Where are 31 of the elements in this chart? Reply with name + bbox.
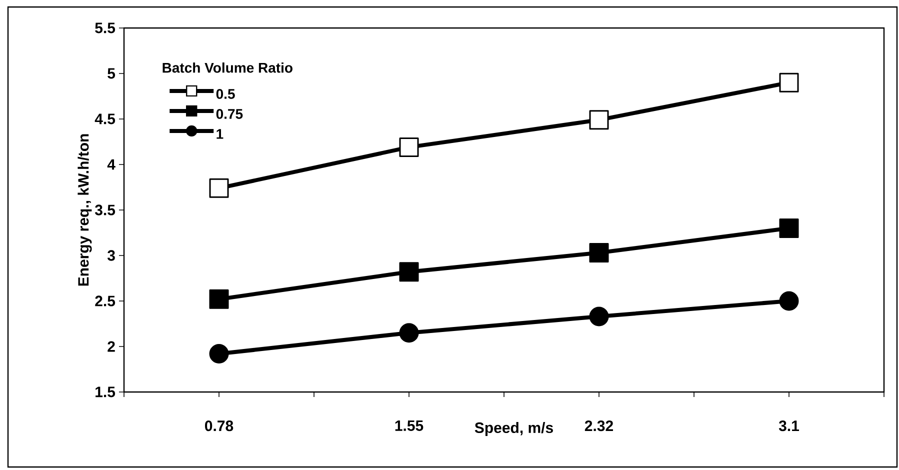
x-tick-label: 0.78 <box>205 420 234 432</box>
y-tick-label: 5 <box>108 68 116 79</box>
point <box>209 289 229 309</box>
legend-label: 0.75 <box>216 108 243 119</box>
y-tick-label: 3 <box>107 250 115 261</box>
point <box>589 306 609 326</box>
x-tick-label: 1.55 <box>395 420 424 431</box>
y-tick-label: 2 <box>108 341 115 352</box>
legend-title: Batch Volume Ratio <box>162 62 292 73</box>
point <box>399 137 419 157</box>
y-tick-label: 1.5 <box>96 386 116 398</box>
y-tick-label: 2.5 <box>95 296 116 306</box>
point <box>399 323 419 343</box>
x-tick-label: 3.1 <box>778 420 800 432</box>
point <box>209 344 229 364</box>
point <box>589 243 609 263</box>
y-axis-title: Energy req., kW.h/ton <box>78 134 92 286</box>
point <box>399 262 419 282</box>
point <box>779 291 799 311</box>
point <box>209 178 229 198</box>
y-tick-label: 4.5 <box>94 114 116 124</box>
point <box>779 72 799 92</box>
point <box>779 218 799 238</box>
y-tick-label: 3.5 <box>94 204 116 216</box>
x-tick-label: 2.32 <box>584 420 613 432</box>
y-tick-label: 4 <box>107 159 116 170</box>
x-axis-title: Speed, m/s <box>474 422 553 436</box>
legend-label: 1 <box>216 129 224 139</box>
legend-label: 0.5 <box>216 88 235 99</box>
point <box>589 110 609 130</box>
y-tick-label: 5.5 <box>95 22 116 34</box>
